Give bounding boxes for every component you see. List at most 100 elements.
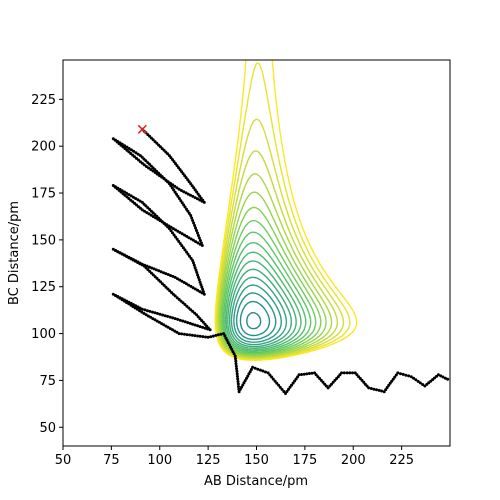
trajectory-point xyxy=(439,374,443,378)
y-tick-label: 175 xyxy=(31,187,56,202)
trajectory-point xyxy=(202,200,206,204)
trajectory-point xyxy=(114,249,117,252)
trajectory-point xyxy=(287,387,290,391)
trajectory-point xyxy=(242,381,246,385)
trajectory-point xyxy=(264,370,267,374)
trajectory-point xyxy=(185,333,189,337)
trajectory-point xyxy=(185,250,188,254)
trajectory-point xyxy=(185,234,189,238)
trajectory-point xyxy=(193,224,197,227)
trajectory-point xyxy=(143,308,147,312)
x-tick-label: 125 xyxy=(196,453,221,468)
trajectory-point xyxy=(125,255,129,258)
trajectory-point xyxy=(137,158,140,162)
contour-level xyxy=(246,311,262,330)
trajectory-point xyxy=(232,352,236,356)
trajectory-point xyxy=(145,211,149,215)
trajectory-point xyxy=(226,341,230,345)
y-tick-label: 125 xyxy=(31,280,56,295)
trajectory-point xyxy=(231,350,235,354)
trajectory-point xyxy=(125,191,129,195)
trajectory-point xyxy=(201,287,205,291)
trajectory-point xyxy=(125,148,129,152)
trajectory-point xyxy=(192,221,196,225)
trajectory-point xyxy=(138,199,142,203)
trajectory-point xyxy=(156,312,159,315)
trajectory-point xyxy=(157,171,160,175)
trajectory-point xyxy=(241,383,245,387)
trajectory-point xyxy=(197,278,201,282)
trajectory-point xyxy=(192,263,196,267)
trajectory-point xyxy=(136,305,140,309)
trajectory-point xyxy=(129,194,133,198)
trajectory-point xyxy=(144,313,148,317)
trajectory-point xyxy=(198,198,202,202)
trajectory-point xyxy=(342,371,346,375)
trajectory-point xyxy=(416,379,420,383)
contour-level xyxy=(218,173,333,358)
trajectory-point xyxy=(114,294,117,298)
trajectory-point xyxy=(193,323,197,327)
trajectory-point xyxy=(193,266,197,270)
trajectory-point xyxy=(391,377,395,381)
trajectory-point xyxy=(171,328,174,332)
trajectory-point xyxy=(196,231,199,235)
trajectory-point xyxy=(180,332,184,336)
trajectory-point xyxy=(433,376,436,380)
trajectory-point xyxy=(176,229,180,233)
trajectory-point xyxy=(191,322,195,326)
contour-level xyxy=(220,206,322,356)
trajectory-point xyxy=(122,253,126,257)
trajectory-point xyxy=(194,240,198,244)
trajectory-point xyxy=(127,256,131,260)
trajectory-point xyxy=(151,317,155,321)
contour-level xyxy=(228,268,292,348)
trajectory-point xyxy=(380,389,384,393)
trajectory-point xyxy=(191,238,195,242)
trajectory-point xyxy=(155,319,159,323)
trajectory-point xyxy=(118,187,122,191)
trajectory-point xyxy=(157,320,161,324)
trajectory-point xyxy=(143,209,146,213)
trajectory-point xyxy=(235,374,239,378)
trajectory-point xyxy=(288,385,292,389)
trajectory-point xyxy=(195,271,199,274)
trajectory-point xyxy=(282,390,286,393)
trajectory-point xyxy=(129,257,133,261)
trajectory-point xyxy=(140,310,144,314)
trajectory-point xyxy=(191,286,195,290)
trajectory-point xyxy=(233,354,237,358)
trajectory-point xyxy=(125,195,129,199)
trajectory-point xyxy=(290,383,293,387)
trajectory-point xyxy=(138,262,142,266)
y-tick-label: 75 xyxy=(39,374,56,389)
x-tick-label: 50 xyxy=(55,453,72,468)
contour-level xyxy=(225,251,302,351)
contour-lines xyxy=(214,60,358,361)
trajectory-point xyxy=(302,372,306,376)
trajectory-point xyxy=(369,387,373,390)
trajectory-point xyxy=(123,144,127,148)
trajectory-point xyxy=(196,334,200,338)
trajectory-point xyxy=(169,156,173,160)
trajectory-point xyxy=(367,386,371,390)
trajectory-point xyxy=(240,385,243,389)
y-tick-label: 100 xyxy=(31,327,56,342)
trajectory-point xyxy=(291,381,295,385)
trajectory-point xyxy=(187,283,191,287)
trajectory-point xyxy=(169,229,173,233)
trajectory-point xyxy=(245,376,248,380)
contour-level xyxy=(239,300,271,337)
trajectory-point xyxy=(189,193,192,197)
trajectory-point xyxy=(189,182,193,186)
trajectory-point xyxy=(182,190,186,194)
trajectory-point xyxy=(173,317,177,321)
trajectory-point xyxy=(256,367,260,371)
trajectory-point xyxy=(116,186,120,190)
trajectory-point xyxy=(198,280,202,284)
trajectory-point xyxy=(198,325,202,329)
trajectory-point xyxy=(184,191,188,195)
trajectory-point xyxy=(166,273,170,276)
trajectory-point xyxy=(122,299,126,303)
trajectory-point xyxy=(131,258,135,262)
